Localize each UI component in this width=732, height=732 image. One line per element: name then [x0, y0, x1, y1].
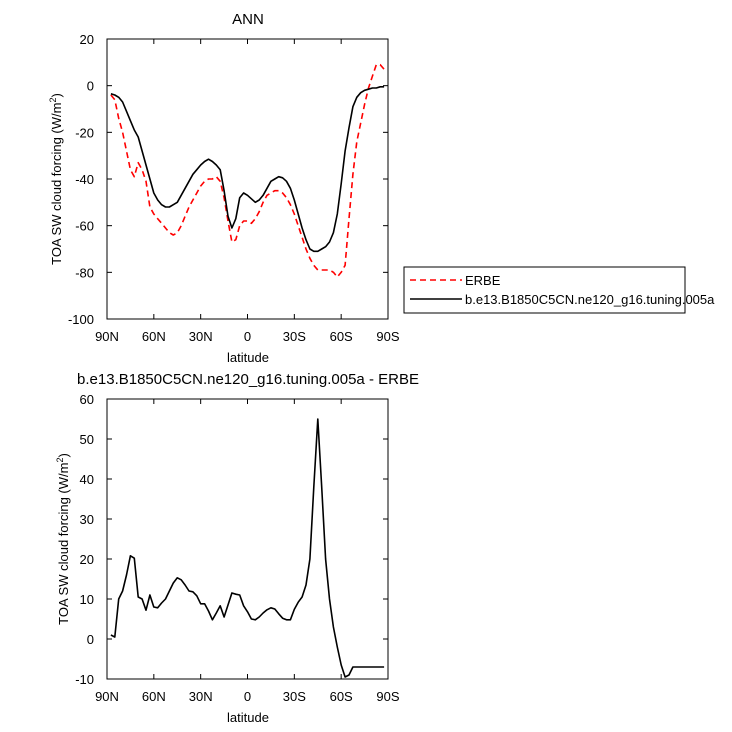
top-chart-title: ANN	[232, 11, 264, 28]
top-y-axis: 20 0 -20 -40 -60 -80 -100	[68, 32, 388, 327]
bottom-x-axis: 90N 60N 30N 0 30S 60S 90S	[95, 399, 400, 704]
bottom-x-tick-label: 30N	[189, 689, 213, 704]
top-y-tick-label: -40	[75, 172, 94, 187]
top-series-line-1	[110, 86, 385, 253]
top-y-tick-label: -100	[68, 312, 94, 327]
top-x-axis: 90N 60N 30N 0 30S 60S 90S	[95, 39, 400, 344]
top-x-axis-label: latitude	[227, 350, 269, 365]
top-y-tick-label: -60	[75, 219, 94, 234]
bottom-series-line-0	[110, 418, 385, 678]
legend: ERBE b.e13.B1850C5CN.ne120_g16.tuning.00…	[403, 266, 715, 314]
bottom-x-tick-label: 90N	[95, 689, 119, 704]
bottom-y-tick-label: 30	[80, 512, 94, 527]
bottom-y-tick-label: 50	[80, 432, 94, 447]
bottom-x-tick-label: 90S	[376, 689, 399, 704]
top-x-tick-label: 90S	[376, 329, 399, 344]
top-y-tick-label: 20	[80, 32, 94, 47]
bottom-x-tick-label: 30S	[283, 689, 306, 704]
top-y-tick-label: 0	[87, 79, 94, 94]
bottom-panel: b.e13.B1850C5CN.ne120_g16.tuning.005a - …	[55, 371, 419, 725]
legend-label-erbe: ERBE	[465, 273, 501, 288]
bottom-y-tick-label: 40	[80, 472, 94, 487]
top-y-tick-label: -80	[75, 265, 94, 280]
top-x-tick-label: 60N	[142, 329, 166, 344]
legend-box	[403, 266, 686, 314]
top-x-tick-label: 30S	[283, 329, 306, 344]
top-series-line-0	[110, 63, 385, 278]
legend-label-model: b.e13.B1850C5CN.ne120_g16.tuning.005a	[465, 292, 715, 307]
bottom-y-axis-label: TOA SW cloud forcing (W/m2)	[55, 453, 71, 625]
top-x-tick-label: 90N	[95, 329, 119, 344]
top-panel: ANN 20 0 -20 -40 -60 -80 -100 90N 60N 30N 0 30S 60S…	[48, 11, 400, 365]
bottom-x-tick-label: 60S	[330, 689, 353, 704]
bottom-x-tick-label: 0	[244, 689, 251, 704]
bottom-y-tick-label: 20	[80, 552, 94, 567]
top-plot-area	[110, 63, 385, 278]
top-x-tick-label: 0	[244, 329, 251, 344]
bottom-x-axis-label: latitude	[227, 710, 269, 725]
top-y-tick-label: -20	[75, 125, 94, 140]
top-x-tick-label: 60S	[330, 329, 353, 344]
bottom-chart-title: b.e13.B1850C5CN.ne120_g16.tuning.005a - …	[77, 371, 419, 388]
top-x-tick-label: 30N	[189, 329, 213, 344]
bottom-plot-area	[110, 418, 385, 678]
bottom-y-tick-label: -10	[75, 672, 94, 687]
bottom-plot-frame	[106, 398, 389, 680]
bottom-y-axis: 60 50 40 30 20 10 0 -10	[75, 392, 388, 687]
bottom-x-tick-label: 60N	[142, 689, 166, 704]
bottom-y-tick-label: 60	[80, 392, 94, 407]
bottom-y-tick-label: 0	[87, 632, 94, 647]
bottom-y-tick-label: 10	[80, 592, 94, 607]
top-y-axis-label: TOA SW cloud forcing (W/m2)	[48, 93, 64, 265]
